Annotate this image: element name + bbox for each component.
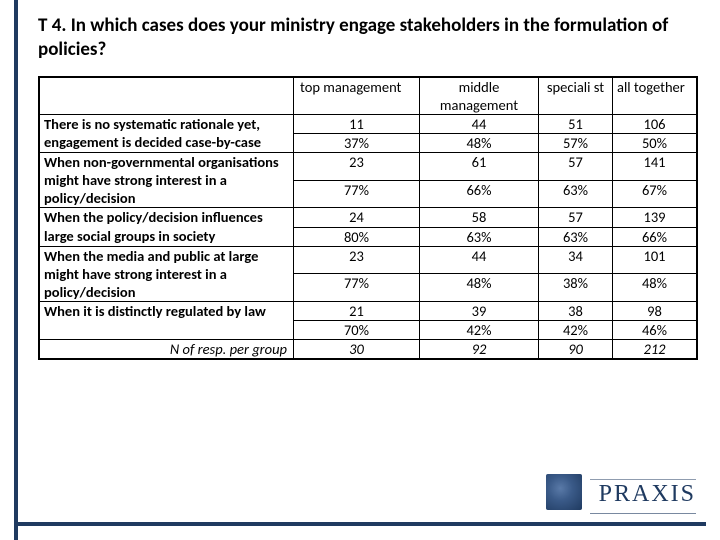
logo-line-bottom	[590, 513, 696, 514]
cell: 23	[294, 246, 420, 274]
cell: 63%	[539, 180, 613, 208]
header-top-mgmt: top management	[294, 77, 420, 115]
cell: 63%	[420, 227, 539, 246]
cell: 48%	[420, 274, 539, 302]
logo-text: PRAXIS	[599, 481, 696, 508]
header-middle-mgmt: middle management	[420, 77, 539, 115]
cell: 106	[613, 114, 698, 133]
slide-border-left	[14, 0, 18, 540]
footer-cell: 90	[539, 340, 613, 360]
table-row: When non-governmental organisations migh…	[39, 153, 697, 181]
row-label: When it is distinctly regulated by law	[39, 302, 294, 340]
praxis-logo: PRAXIS	[546, 470, 696, 518]
cell: 77%	[294, 274, 420, 302]
row-label: There is no systematic rationale yet, en…	[39, 114, 294, 152]
header-specialist: speciali st	[539, 77, 613, 115]
cell: 98	[613, 302, 698, 321]
cell: 23	[294, 153, 420, 181]
footer-cell: 92	[420, 340, 539, 360]
footer-cell: 212	[613, 340, 698, 360]
table-row: There is no systematic rationale yet, en…	[39, 114, 697, 133]
cell: 34	[539, 246, 613, 274]
header-all-together: all together	[613, 77, 698, 115]
table-row: When it is distinctly regulated by law 2…	[39, 302, 697, 321]
cell: 11	[294, 114, 420, 133]
table-row: When the media and public at large might…	[39, 246, 697, 274]
cell: 44	[420, 114, 539, 133]
footer-label: N of resp. per group	[39, 340, 294, 360]
footer-cell: 30	[294, 340, 420, 360]
cell: 51	[539, 114, 613, 133]
slide-border-bottom	[14, 522, 706, 526]
cell: 57	[539, 208, 613, 227]
table-row: When the policy/decision influences larg…	[39, 208, 697, 227]
row-label: When non-governmental organisations migh…	[39, 153, 294, 208]
cell: 48%	[420, 133, 539, 152]
cell: 77%	[294, 180, 420, 208]
cell: 63%	[539, 227, 613, 246]
cell: 42%	[420, 321, 539, 340]
cell: 66%	[613, 227, 698, 246]
cell: 101	[613, 246, 698, 274]
cell: 37%	[294, 133, 420, 152]
cell: 57%	[539, 133, 613, 152]
row-label: When the media and public at large might…	[39, 246, 294, 301]
cell: 58	[420, 208, 539, 227]
header-row: top management middle management special…	[39, 77, 697, 115]
cell: 80%	[294, 227, 420, 246]
cell: 39	[420, 302, 539, 321]
cell: 42%	[539, 321, 613, 340]
cell: 24	[294, 208, 420, 227]
cell: 38%	[539, 274, 613, 302]
page-title: T 4. In which cases does your ministry e…	[38, 14, 698, 62]
logo-line-top	[590, 479, 696, 480]
data-table: top management middle management special…	[38, 76, 698, 361]
header-blank	[39, 77, 294, 115]
cell: 46%	[613, 321, 698, 340]
cell: 66%	[420, 180, 539, 208]
cell: 70%	[294, 321, 420, 340]
cell: 139	[613, 208, 698, 227]
cell: 38	[539, 302, 613, 321]
cell: 50%	[613, 133, 698, 152]
cell: 67%	[613, 180, 698, 208]
cell: 21	[294, 302, 420, 321]
cell: 61	[420, 153, 539, 181]
cell: 57	[539, 153, 613, 181]
row-label: When the policy/decision influences larg…	[39, 208, 294, 246]
logo-emblem-icon	[546, 474, 582, 510]
cell: 141	[613, 153, 698, 181]
cell: 44	[420, 246, 539, 274]
content-area: T 4. In which cases does your ministry e…	[38, 14, 698, 360]
footer-row: N of resp. per group 30 92 90 212	[39, 340, 697, 360]
cell: 48%	[613, 274, 698, 302]
